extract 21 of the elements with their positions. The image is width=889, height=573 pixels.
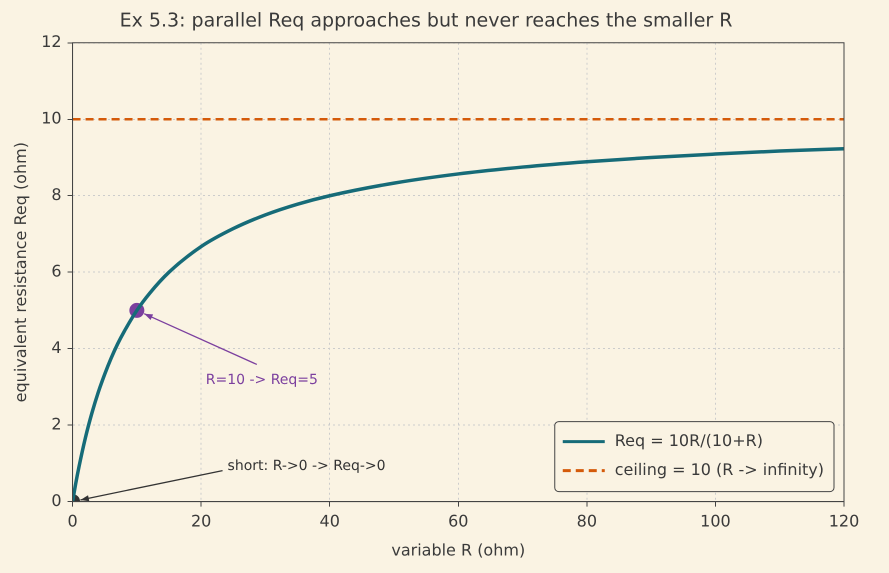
legend-label: ceiling = 10 (R -> infinity) bbox=[614, 460, 824, 479]
x-axis-title: variable R (ohm) bbox=[391, 540, 526, 560]
y-tick-label: 2 bbox=[51, 414, 62, 434]
x-tick-label: 80 bbox=[576, 511, 598, 530]
y-tick-label: 6 bbox=[51, 261, 62, 280]
x-tick-label: 100 bbox=[700, 511, 731, 530]
chart-title: Ex 5.3: parallel Req approaches but never reaches the smaller R bbox=[120, 9, 732, 32]
legend-label: Req = 10R/(10+R) bbox=[614, 430, 763, 450]
y-tick-label: 4 bbox=[51, 338, 62, 357]
y-tick-label: 0 bbox=[51, 490, 62, 510]
x-tick-label: 120 bbox=[828, 511, 860, 530]
y-tick-label: 10 bbox=[41, 108, 62, 128]
y-tick-label: 8 bbox=[51, 184, 62, 204]
x-tick-label: 0 bbox=[67, 511, 78, 530]
y-axis-title: equivalent resistance Req (ohm) bbox=[10, 142, 30, 402]
x-tick-label: 40 bbox=[320, 511, 340, 530]
x-tick-label: 20 bbox=[190, 511, 212, 530]
y-tick-label: 12 bbox=[41, 32, 62, 51]
annotation: short: R->0 -> Req->0 bbox=[228, 458, 386, 474]
annotation: R=10 -> Req=5 bbox=[206, 372, 318, 388]
x-tick-label: 60 bbox=[448, 511, 468, 530]
